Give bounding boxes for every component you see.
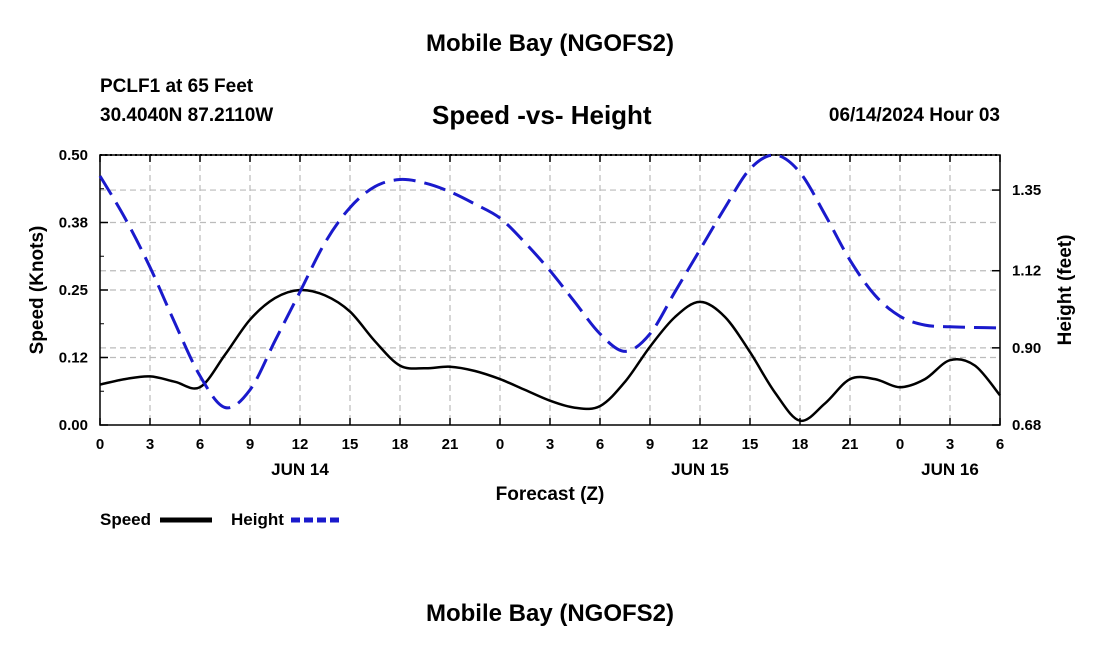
date-label: JUN 15 [671,460,729,479]
x-tick-label: 9 [246,436,254,453]
x-tick-label: 12 [292,436,309,453]
y-right-tick-label: 0.90 [1012,340,1041,357]
chart-title: Speed -vs- Height [432,100,652,130]
coordinates-label: 30.4040N 87.2110W [100,105,274,126]
y-right-tick-label: 0.68 [1012,417,1041,434]
x-tick-label: 18 [392,436,409,453]
series [98,153,1001,423]
x-tick-label: 0 [896,436,904,453]
y-right-tick-label: 1.12 [1012,263,1041,280]
footer-title: Mobile Bay (NGOFS2) [425,600,675,627]
station-label: PCLF1 at 65 Feet [100,76,254,97]
x-tick-label: 18 [792,436,809,453]
x-tick-label: 15 [742,436,759,453]
y-left-tick-label: 0.25 [59,282,88,299]
grid [100,155,1000,425]
y-left-tick-label: 0.12 [59,350,88,367]
y-axis-left-label: Speed (Knots) [27,226,48,355]
y-left-tick-label: 0.38 [59,215,88,232]
page-title: Mobile Bay (NGOFS2) [425,30,675,57]
forecast-datetime: 06/14/2024 Hour 03 [828,105,1000,126]
x-tick-label: 21 [842,436,859,453]
height-line [98,153,1001,410]
x-tick-label: 15 [342,436,359,453]
y-axis-right-label: Height (feet) [1055,235,1076,346]
y-left-tick-label: 0.50 [59,147,88,164]
x-tick-label: 9 [646,436,654,453]
x-tick-label: 0 [496,436,504,453]
x-tick-label: 6 [196,436,204,453]
axis-ticks: 0 3 6 9 12 15 18 21 0 3 6 9 12 15 18 21 0 3 6 JUN 14 JUN 15 J… [59,147,1041,479]
y-right-tick-label: 1.35 [1012,182,1041,199]
x-tick-label: 6 [996,436,1004,453]
date-label: JUN 16 [921,460,979,479]
x-tick-label: 3 [946,436,954,453]
x-tick-label: 6 [596,436,604,453]
x-tick-label: 0 [96,436,104,453]
x-tick-label: 3 [546,436,554,453]
date-label: JUN 14 [271,460,329,479]
x-tick-label: 12 [692,436,709,453]
speed-line [99,288,1001,423]
x-axis-label: Forecast (Z) [496,484,605,505]
x-tick-label: 21 [442,436,459,453]
legend-height-label: Height [231,510,284,529]
x-tick-label: 3 [146,436,154,453]
legend-speed-label: Speed [100,510,152,529]
y-left-tick-label: 0.00 [59,417,88,434]
